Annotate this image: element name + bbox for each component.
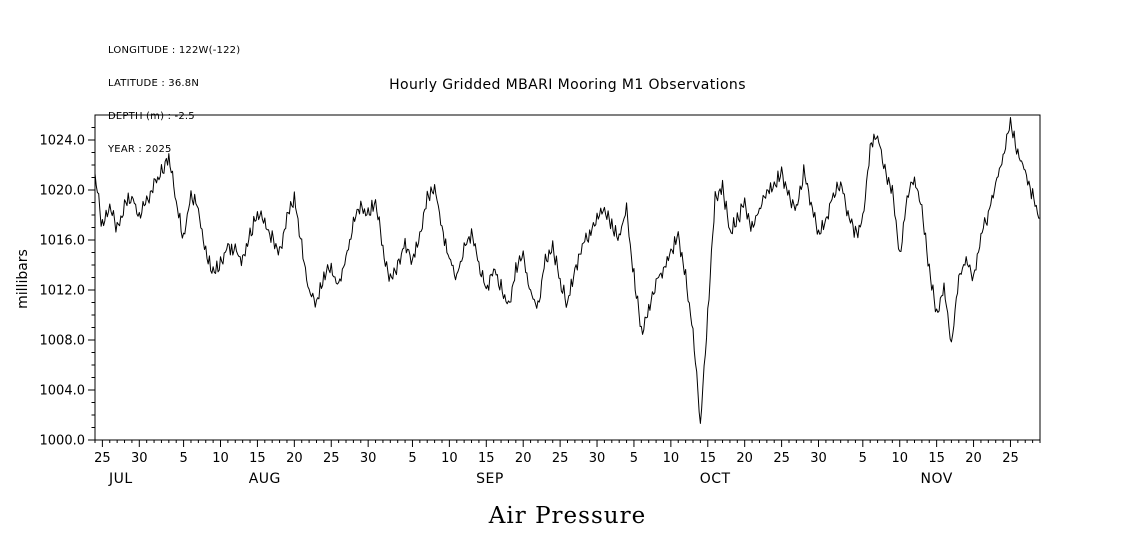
x-axis-tick-label: 10 bbox=[441, 451, 458, 466]
x-axis-tick-label: 30 bbox=[131, 451, 148, 466]
x-axis-tick-label: 20 bbox=[736, 451, 753, 466]
metadata-latitude: LATITUDE : 36.8N bbox=[108, 78, 200, 89]
x-axis-tick-label: 20 bbox=[515, 451, 532, 466]
y-axis-tick-label: 1004.0 bbox=[40, 384, 86, 399]
x-axis-month-label: NOV bbox=[920, 471, 952, 487]
y-axis-tick-label: 1020.0 bbox=[40, 184, 86, 199]
air-pressure-trace bbox=[94, 117, 1041, 424]
x-axis-month-label: AUG bbox=[249, 471, 281, 487]
x-axis-tick-label: 10 bbox=[212, 451, 229, 466]
plot-border bbox=[94, 114, 1041, 441]
metadata-block: LONGITUDE : 122W(-122) LATITUDE : 36.8N … bbox=[108, 23, 240, 166]
x-axis-tick-label: 15 bbox=[928, 451, 945, 466]
x-axis-tick-label: 15 bbox=[478, 451, 495, 466]
x-axis-tick-label: 30 bbox=[360, 451, 377, 466]
x-axis-month-label: OCT bbox=[700, 471, 731, 487]
x-axis-tick-label: 5 bbox=[630, 451, 638, 466]
y-axis-tick-label: 1024.0 bbox=[40, 134, 86, 149]
x-axis-tick-label: 15 bbox=[249, 451, 266, 466]
chart-title: Hourly Gridded MBARI Mooring M1 Observat… bbox=[389, 77, 746, 93]
metadata-depth: DEPTH (m) : -2.5 bbox=[108, 111, 195, 122]
metadata-year: YEAR : 2025 bbox=[108, 144, 172, 155]
x-axis-tick-label: 25 bbox=[94, 451, 111, 466]
x-axis-tick-label: 10 bbox=[891, 451, 908, 466]
x-axis-month-label: JUL bbox=[108, 471, 133, 487]
metadata-longitude: LONGITUDE : 122W(-122) bbox=[108, 45, 241, 56]
x-axis-tick-label: 25 bbox=[323, 451, 340, 466]
x-axis-tick-label: 25 bbox=[552, 451, 569, 466]
x-axis-title: Air Pressure bbox=[488, 503, 647, 529]
x-axis-tick-label: 25 bbox=[1002, 451, 1019, 466]
x-axis-tick-label: 5 bbox=[408, 451, 416, 466]
x-axis-tick-label: 30 bbox=[810, 451, 827, 466]
x-axis-tick-label: 20 bbox=[965, 451, 982, 466]
x-axis-tick-label: 20 bbox=[286, 451, 303, 466]
x-axis-tick-label: 30 bbox=[589, 451, 606, 466]
x-axis-tick-label: 5 bbox=[179, 451, 187, 466]
y-axis-tick-label: 1000.0 bbox=[40, 434, 86, 449]
x-axis-tick-label: 25 bbox=[773, 451, 790, 466]
x-axis-month-label: SEP bbox=[476, 471, 504, 487]
y-axis-tick-label: 1012.0 bbox=[40, 284, 86, 299]
y-axis-tick-label: 1016.0 bbox=[40, 234, 86, 249]
y-axis-tick-label: 1008.0 bbox=[40, 334, 86, 349]
x-axis-tick-label: 10 bbox=[663, 451, 680, 466]
x-axis-tick-label: 5 bbox=[859, 451, 867, 466]
x-axis-tick-label: 15 bbox=[700, 451, 717, 466]
